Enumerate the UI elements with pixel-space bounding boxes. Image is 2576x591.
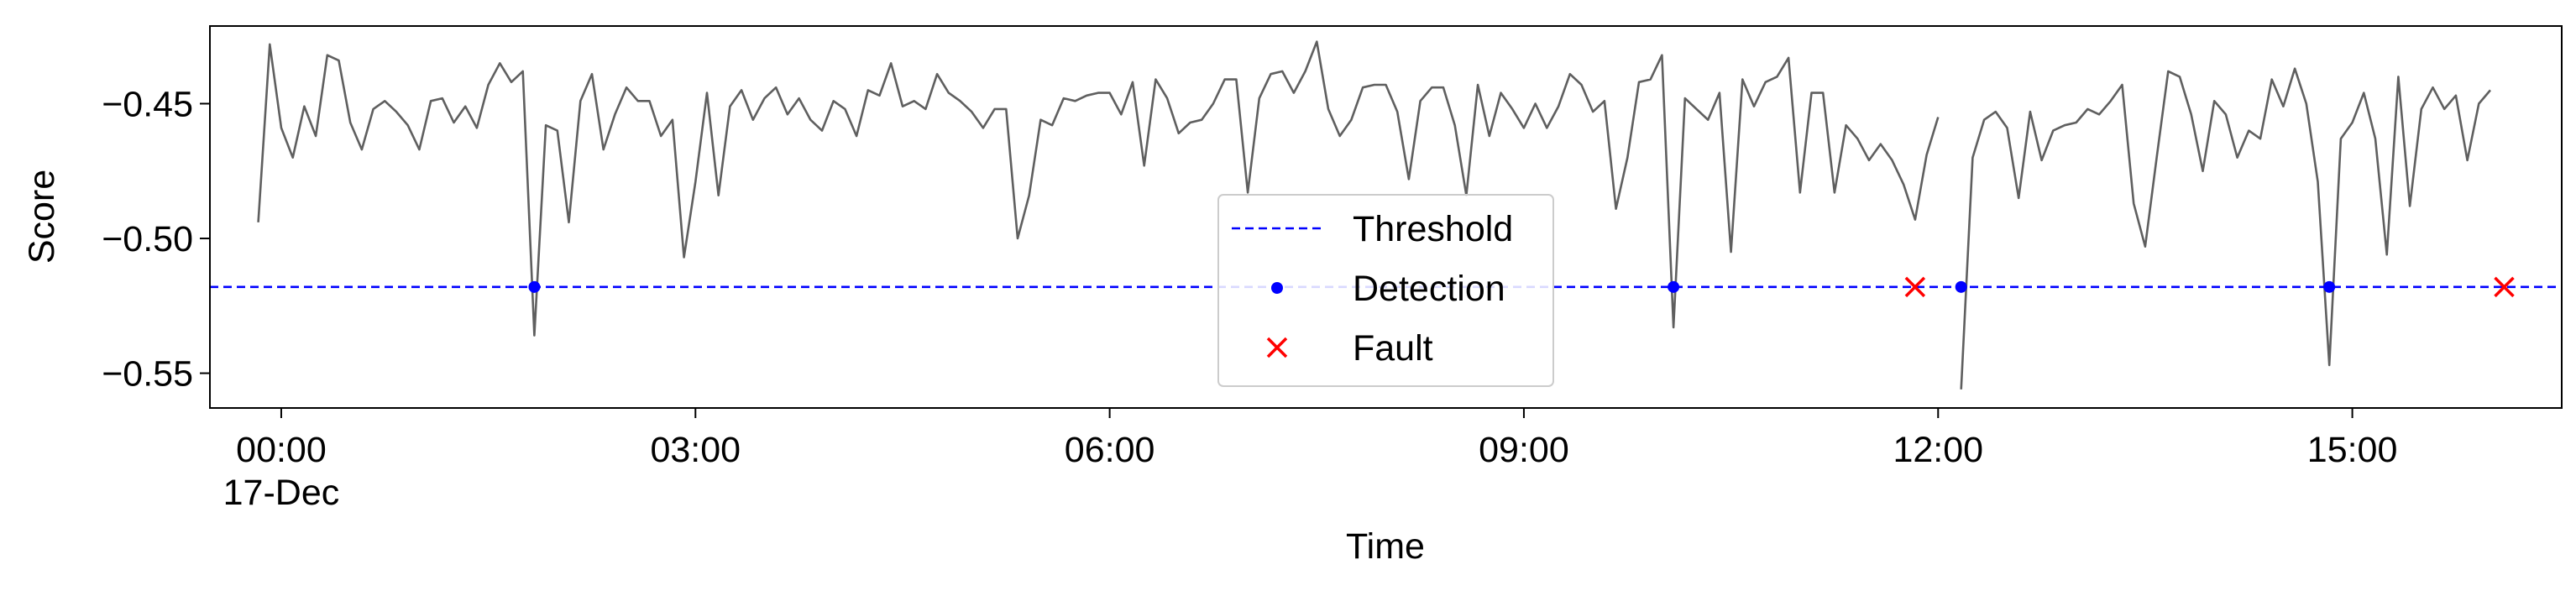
legend-label: Detection (1353, 269, 1505, 309)
detection-marker (1271, 282, 1283, 294)
legend-label: Threshold (1353, 209, 1513, 249)
x-tick-label: 15:00 (2307, 430, 2398, 470)
score-line (257, 40, 2491, 390)
y-axis-label: Score (22, 170, 62, 264)
fault-stroke (1266, 337, 1288, 358)
x-tick-label: 03:00 (650, 430, 741, 470)
fault-marker (1266, 337, 1288, 358)
y-tick-label: −0.55 (102, 354, 193, 395)
detection-marker (1955, 280, 1967, 293)
fault-stroke (2494, 276, 2515, 298)
x-tick-label: 12:00 (1893, 430, 1983, 470)
date-label: 17-Dec (223, 473, 340, 513)
x-axis-label: Time (1346, 526, 1425, 567)
x-tick-label: 06:00 (1065, 430, 1155, 470)
x-tick-label: 09:00 (1479, 430, 1569, 470)
fault-stroke (1904, 276, 1926, 298)
detection-marker (2323, 280, 2336, 293)
fault-marker (2494, 276, 2515, 298)
y-tick-label: −0.45 (102, 84, 193, 124)
y-tick-label: −0.50 (102, 219, 193, 259)
fault-marker (1904, 276, 1926, 298)
detection-marker (1668, 280, 1680, 293)
detection-marker (528, 280, 541, 293)
x-tick-label: 00:00 (236, 430, 327, 470)
legend-label: Fault (1353, 328, 1433, 369)
legend-box (1217, 194, 1554, 387)
plot-frame (209, 25, 2563, 409)
legend: Threshold Detection Fault (1217, 194, 1554, 387)
